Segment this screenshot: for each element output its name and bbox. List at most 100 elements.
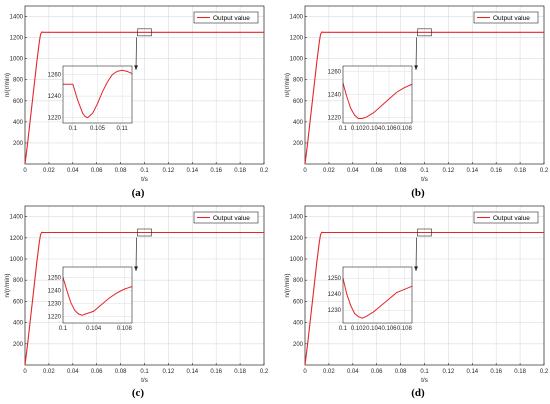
inset-y-tick-label: 1260: [328, 70, 342, 76]
y-tick-label: 600: [13, 299, 24, 305]
x-tick-label: 0.02: [43, 168, 55, 174]
y-tick-label: 400: [13, 321, 24, 327]
y-tick-label: 800: [13, 78, 24, 84]
y-tick-label: 800: [293, 278, 304, 284]
inset-y-tick-label: 1230: [48, 301, 62, 307]
inset-x-tick-label: 0.108: [117, 326, 133, 332]
zoom-arrow-line: [415, 37, 417, 71]
x-tick-label: 0.04: [347, 168, 359, 174]
inset-y-tick-label: 1230: [328, 308, 342, 314]
x-tick-label: 0.06: [91, 369, 103, 375]
inset-y-tick-label: 1220: [328, 115, 342, 121]
zoom-region-marker: [417, 228, 432, 237]
panel-caption: (d): [411, 387, 425, 399]
legend-label: Output value: [493, 215, 530, 222]
inset-y-tick-label: 1240: [48, 94, 62, 100]
x-tick-label: 0: [23, 369, 27, 375]
x-tick-label: 0.1: [140, 168, 149, 174]
inset-series-line: [342, 278, 413, 319]
inset-series-line: [63, 69, 133, 119]
inset-y-tick-label: 1220: [48, 116, 62, 122]
y-tick-label: 1000: [10, 57, 24, 63]
x-tick-label: 0: [23, 168, 27, 174]
inset-y-tick-label: 1240: [48, 288, 62, 294]
inset-x-tick-label: 0.104: [86, 326, 102, 332]
inset-x-tick-label: 0.1: [339, 126, 348, 132]
zoom-region-marker: [417, 28, 432, 37]
x-tick-label: 0.06: [91, 168, 103, 174]
y-tick-label: 800: [293, 78, 304, 84]
x-tick-label: 0.14: [186, 168, 198, 174]
legend-box: [473, 11, 539, 24]
y-tick-label: 1000: [290, 257, 304, 263]
panel-caption: (b): [411, 187, 425, 199]
y-tick-label: 200: [293, 141, 304, 147]
x-tick-label: 0.12: [163, 369, 175, 375]
inset-x-tick-label: 0.104: [366, 126, 382, 132]
inset-frame: [342, 266, 413, 324]
y-tick-label: 600: [293, 99, 304, 105]
inset-y-tick-label: 1250: [328, 276, 342, 282]
inset-x-tick-label: 0.106: [381, 326, 397, 332]
series-line-output-value: [24, 231, 264, 366]
inset-y-tick-label: 1220: [48, 314, 62, 320]
inset-y-tick-label: 1240: [328, 292, 342, 298]
y-axis-label: n/(r/min): [4, 273, 11, 297]
x-tick-label: 0.08: [115, 168, 127, 174]
y-tick-label: 200: [13, 342, 24, 348]
x-tick-label: 0.16: [210, 168, 222, 174]
x-tick-label: 0.1: [420, 369, 429, 375]
x-tick-label: 0.12: [443, 369, 455, 375]
zoom-arrow-line: [415, 237, 417, 272]
x-tick-label: 0.18: [234, 369, 246, 375]
y-axis-label: n/(r/min): [284, 73, 291, 97]
zoom-arrow-head: [414, 266, 419, 271]
legend-box: [193, 211, 259, 224]
x-tick-label: 0.02: [323, 369, 335, 375]
x-axis-label: t/s: [421, 377, 429, 384]
zoom-arrow-head: [414, 65, 419, 70]
inset-frame: [62, 65, 133, 124]
x-tick-label: 0: [303, 369, 307, 375]
inset-x-tick-label: 0.102: [351, 126, 367, 132]
x-tick-label: 0.16: [490, 369, 502, 375]
x-tick-label: 0.12: [443, 168, 455, 174]
legend-label: Output value: [213, 215, 250, 222]
x-tick-label: 0.18: [234, 168, 246, 174]
y-tick-label: 1200: [10, 36, 24, 42]
panel-caption: (a): [132, 187, 145, 199]
legend-box: [193, 11, 259, 24]
y-tick-label: 600: [293, 299, 304, 305]
y-tick-label: 400: [13, 120, 24, 126]
zoom-arrow-line: [135, 37, 137, 71]
x-tick-label: 0.1: [140, 369, 149, 375]
inset-x-tick-label: 0.1: [339, 326, 348, 332]
inset-x-tick-label: 0.105: [90, 126, 106, 132]
x-axis-label: t/s: [141, 176, 149, 183]
zoom-arrow-line: [135, 237, 137, 272]
x-tick-label: 0.02: [43, 369, 55, 375]
inset-x-tick-label: 0.102: [351, 326, 367, 332]
x-tick-label: 0.14: [466, 369, 478, 375]
chart-panel-b: 0 0.02 0.04 0.06 0.08 0.1 0.12 0.14 0.16 0.18 0.2 2…: [284, 5, 549, 199]
x-tick-label: 0.02: [323, 168, 335, 174]
x-tick-label: 0.04: [67, 168, 79, 174]
x-tick-label: 0.14: [466, 168, 478, 174]
legend-label: Output value: [493, 15, 530, 22]
zoom-arrow-head: [134, 65, 139, 70]
x-tick-label: 0.1: [420, 168, 429, 174]
inset-plot-area: [63, 267, 132, 323]
y-tick-label: 600: [13, 99, 24, 105]
x-tick-label: 0.14: [186, 369, 198, 375]
inset-frame: [62, 266, 133, 324]
zoom-region-marker: [137, 28, 152, 37]
y-tick-label: 200: [13, 141, 24, 147]
zoom-region-marker: [137, 228, 152, 237]
inset-plot-area: [343, 267, 412, 323]
x-tick-label: 0: [303, 168, 307, 174]
x-tick-label: 0.18: [514, 168, 526, 174]
y-tick-label: 1400: [10, 15, 24, 21]
x-axis-label: t/s: [421, 176, 429, 183]
series-line-output-value: [24, 31, 264, 165]
